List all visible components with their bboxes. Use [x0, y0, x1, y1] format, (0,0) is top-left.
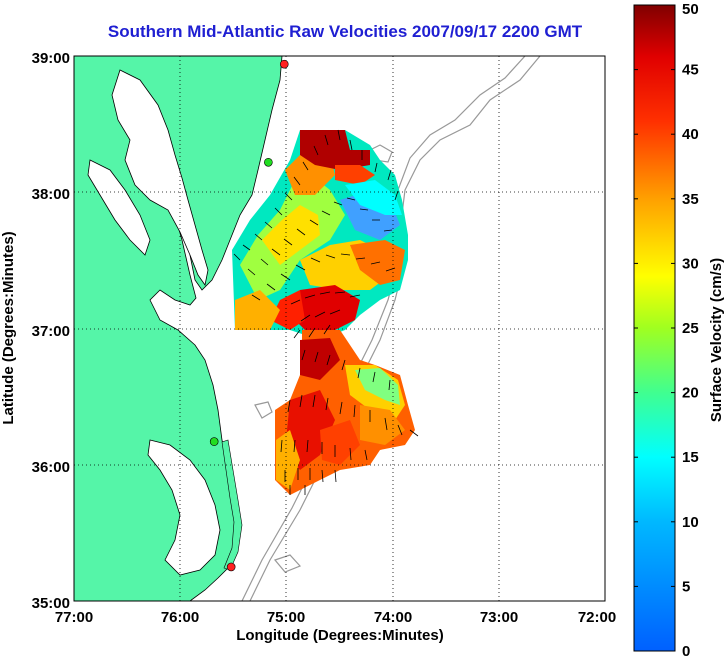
x-tick-label: 72:00	[578, 609, 616, 626]
colorbar-tick-label: 45	[682, 62, 699, 79]
x-tick-label: 73:00	[480, 609, 518, 626]
x-tick-label: 77:00	[55, 609, 93, 626]
y-tick-label: 38:00	[32, 186, 70, 203]
colorbar-tick-label: 30	[682, 255, 699, 272]
station-markers	[209, 59, 289, 572]
colorbar-tick-label: 40	[682, 126, 699, 143]
pamlico-sound	[147, 439, 221, 576]
station-marker	[264, 157, 273, 167]
x-tick-label: 76:00	[161, 609, 199, 626]
x-tick-label: 74:00	[374, 609, 412, 626]
colorbar-label: Surface Velocity (cm/s)	[708, 258, 724, 422]
y-tick-label: 39:00	[32, 50, 70, 67]
y-axis-label: Latitude (Degrees:Minutes)	[0, 231, 17, 424]
colorbar-gradient	[633, 4, 676, 652]
y-tick-label: 37:00	[32, 323, 70, 340]
x-axis: 77:00 76:00 75:00 74:00 73:00 72:00 Long…	[55, 609, 616, 644]
colorbar-tick-label: 50	[682, 1, 699, 18]
station-marker	[226, 562, 236, 572]
colorbar-tick-label: 0	[682, 643, 690, 659]
bay-inlet	[87, 159, 151, 256]
colorbar-tick-label: 15	[682, 449, 699, 466]
colorbar-tick-label: 25	[682, 320, 699, 337]
map-title: Southern Mid-Atlantic Raw Velocities 200…	[107, 22, 583, 41]
y-tick-label: 35:00	[32, 595, 70, 612]
x-tick-label: 75:00	[267, 609, 305, 626]
station-marker	[209, 437, 219, 446]
map-grid	[74, 56, 605, 601]
velocity-vectors	[233, 129, 419, 495]
y-tick-label: 36:00	[32, 459, 70, 476]
velocity-field	[232, 130, 415, 495]
colorbar-tick-label: 20	[682, 385, 699, 402]
plot-frame	[73, 55, 606, 602]
barrier-island	[221, 439, 243, 571]
chesapeake-bay	[111, 69, 209, 286]
x-axis-label: Longitude (Degrees:Minutes)	[236, 627, 444, 644]
colorbar-tick-label: 35	[682, 191, 699, 208]
colorbar-tick-label: 10	[682, 514, 699, 531]
y-axis: 39:00 38:00 37:00 36:00 35:00 Latitude (…	[0, 50, 70, 612]
station-marker	[279, 59, 289, 69]
colorbar-tick-label: 5	[682, 578, 690, 595]
